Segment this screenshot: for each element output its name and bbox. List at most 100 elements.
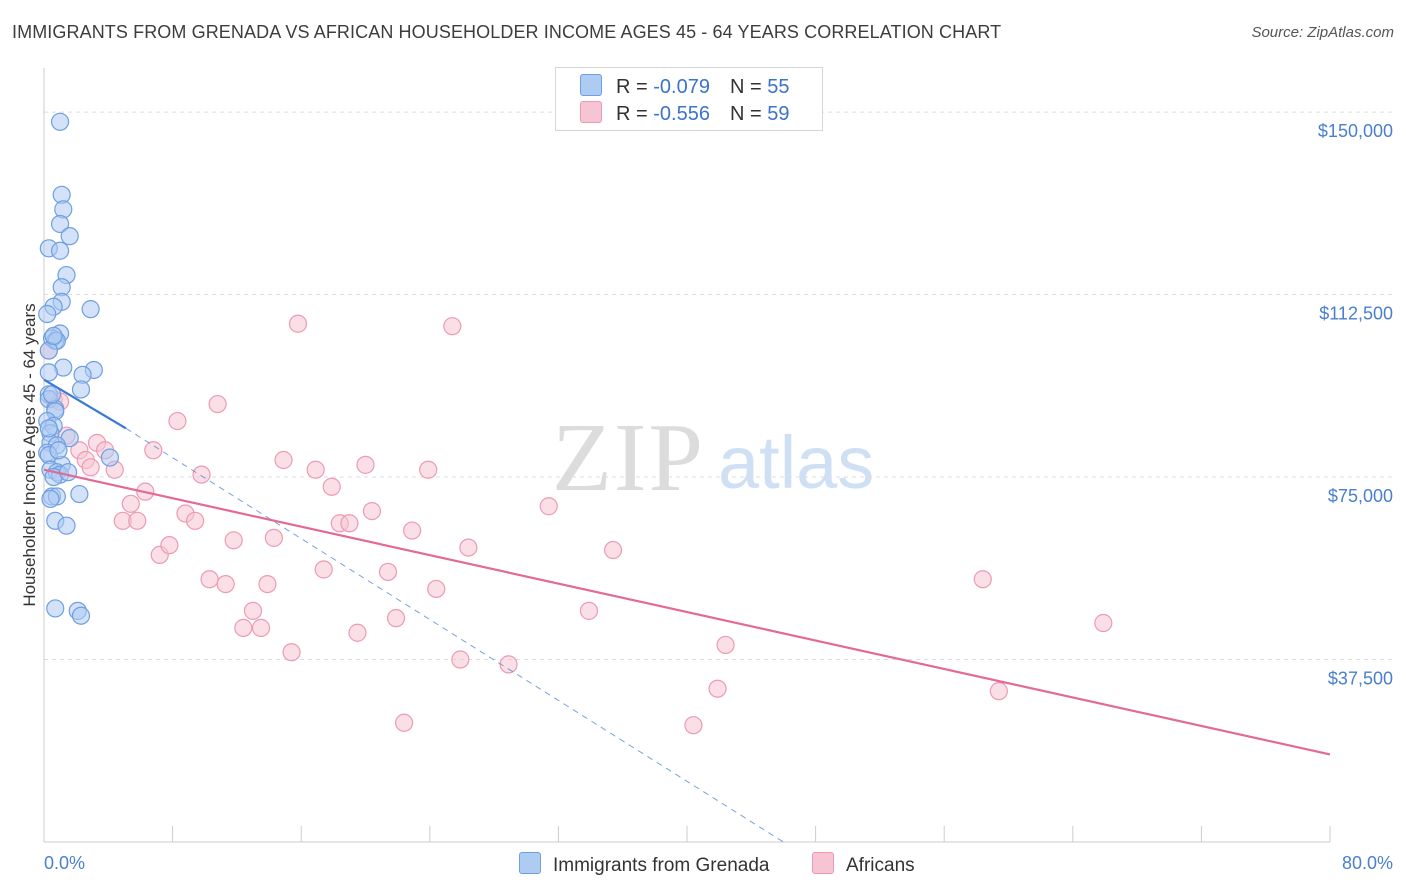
grenada-point xyxy=(50,214,70,234)
africans-point xyxy=(322,477,341,496)
grenada-point xyxy=(57,516,76,535)
grenada-point xyxy=(49,441,68,460)
africans-point xyxy=(264,528,283,547)
watermark: ZIP atlas xyxy=(552,404,874,512)
grenada-point xyxy=(39,419,58,438)
africans-point xyxy=(356,455,375,474)
legend-row-africans: R = -0.556 N = 59 xyxy=(580,101,789,127)
grenada-point xyxy=(41,489,60,509)
africans-point xyxy=(314,560,333,579)
trend-lines xyxy=(43,378,1331,843)
africans-point xyxy=(144,441,163,460)
africans-point xyxy=(427,579,446,599)
watermark-zip: ZIP xyxy=(552,404,705,512)
grenada-point xyxy=(71,606,91,625)
africans-point xyxy=(386,609,406,628)
africans-point xyxy=(716,635,735,655)
africans-point xyxy=(459,538,478,557)
grid-lines xyxy=(44,111,1394,661)
legend-n-value: 59 xyxy=(767,103,790,125)
africans-point xyxy=(168,411,187,431)
bottom-legend-africans: Africans xyxy=(812,852,915,877)
africans-point xyxy=(200,570,219,589)
africans-point xyxy=(216,574,235,594)
grenada-point xyxy=(100,448,120,467)
grenada-point xyxy=(39,363,58,382)
africans-point xyxy=(258,574,277,594)
africans-point xyxy=(394,713,414,732)
x-tick-label-min: 0.0% xyxy=(44,853,85,873)
legend-swatch-blue xyxy=(580,74,602,96)
africans-point xyxy=(288,314,308,333)
africans-point xyxy=(708,679,727,698)
africans-point xyxy=(579,601,599,620)
grenada-point xyxy=(50,241,70,260)
legend-swatch-pink xyxy=(580,101,602,123)
africans-point xyxy=(451,650,470,669)
y-tick-label: $75,000 xyxy=(1328,486,1393,506)
bottom-legend-swatch-pink xyxy=(812,852,834,874)
africans-point xyxy=(539,497,558,516)
x-tick-labels: 0.0% 80.0% xyxy=(44,853,1393,873)
africans-trend-line xyxy=(43,468,1331,756)
africans-point xyxy=(684,716,703,735)
watermark-atlas: atlas xyxy=(718,421,874,504)
grenada-point xyxy=(81,300,100,319)
legend-r-value: -0.556 xyxy=(653,103,710,125)
africans-point xyxy=(224,531,243,550)
bottom-legend-swatch-blue xyxy=(519,852,541,874)
legend-r-value: -0.079 xyxy=(653,76,710,98)
y-tick-label: $112,500 xyxy=(1319,304,1393,324)
grenada-point xyxy=(59,463,78,482)
africans-point xyxy=(403,521,422,540)
africans-point xyxy=(274,450,293,470)
grenada-point xyxy=(44,326,63,346)
y-tick-label: $37,500 xyxy=(1328,669,1393,689)
grenada-point xyxy=(38,304,57,324)
grenada-point xyxy=(46,599,65,618)
africans-point xyxy=(192,465,211,484)
grenada-point xyxy=(60,227,79,246)
africans-point xyxy=(282,643,301,662)
series-grenada-points xyxy=(38,112,120,625)
legend-n-label: N = xyxy=(729,103,768,125)
x-tick-label-max: 80.0% xyxy=(1342,853,1393,873)
source-credit: Source: ZipAtlas.com xyxy=(1251,24,1394,41)
africans-point xyxy=(340,514,359,533)
grenada-point xyxy=(50,112,70,131)
chart-title: IMMIGRANTS FROM GRENADA VS AFRICAN HOUSE… xyxy=(12,22,1002,42)
africans-point xyxy=(603,540,623,560)
africans-point xyxy=(121,494,140,513)
africans-point xyxy=(378,562,398,582)
legend-n-value: 55 xyxy=(767,76,790,98)
africans-point xyxy=(1094,613,1113,633)
africans-point xyxy=(234,618,253,637)
africans-point xyxy=(443,317,462,336)
legend-row-grenada: R = -0.079 N = 55 xyxy=(580,74,789,100)
africans-point xyxy=(306,460,325,479)
y-tick-label: $150,000 xyxy=(1318,121,1393,141)
africans-point xyxy=(251,618,271,637)
grenada-point xyxy=(70,484,89,504)
africans-point xyxy=(81,458,100,477)
legend-r-label: R = xyxy=(616,76,654,98)
grenada-trend-line xyxy=(43,378,127,430)
grenada-point xyxy=(42,385,62,404)
africans-point xyxy=(419,460,438,479)
bottom-legend-label: Africans xyxy=(846,855,915,876)
bottom-legend-grenada: Immigrants from Grenada xyxy=(519,852,769,877)
africans-point xyxy=(989,682,1008,701)
africans-point xyxy=(208,394,227,414)
legend-n-label: N = xyxy=(729,76,768,98)
africans-point xyxy=(243,601,263,620)
bottom-legend-label: Immigrants from Grenada xyxy=(553,855,770,876)
africans-point xyxy=(973,570,992,589)
africans-point xyxy=(362,501,382,521)
africans-point xyxy=(186,511,205,530)
y-tick-labels: $37,500 $75,000 $112,500 $150,000 xyxy=(1318,121,1393,688)
africans-point xyxy=(499,655,518,674)
africans-point xyxy=(128,511,147,530)
grenada-trend-line xyxy=(125,427,784,843)
correlation-legend: R = -0.079 N = 55 R = -0.556 N = 59 xyxy=(555,67,823,131)
